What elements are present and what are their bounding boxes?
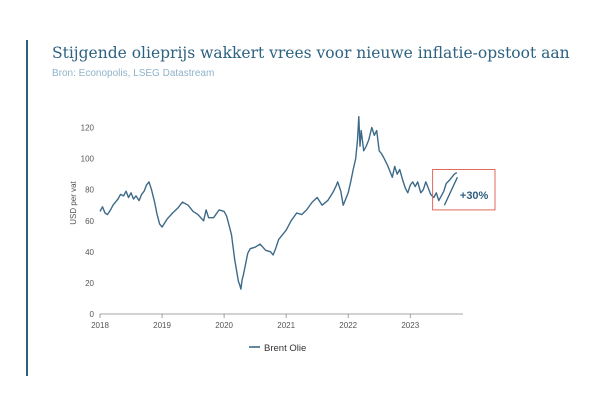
x-axis: 2018 2019 2020 2021 2022 2023 (91, 314, 420, 330)
annotation-box (432, 168, 496, 211)
annotation-trend-line (443, 176, 459, 206)
y-tick-label: 0 (90, 310, 95, 319)
y-tick-label: 60 (85, 217, 94, 226)
x-tick-label: 2018 (91, 321, 109, 330)
y-tick-label: 120 (81, 124, 95, 133)
y-axis-label: USD per vat (69, 180, 78, 224)
legend-label: Brent Olie (264, 343, 306, 354)
y-axis: 0 20 40 60 80 100 120 (81, 124, 95, 319)
y-tick-label: 40 (85, 248, 94, 257)
x-tick-label: 2022 (339, 321, 357, 330)
annotation-label: +30% (460, 190, 489, 202)
x-tick-label: 2020 (215, 321, 233, 330)
x-tick-label: 2023 (401, 321, 419, 330)
y-tick-label: 100 (81, 155, 95, 164)
chart-title: Stijgende olieprijs wakkert vrees voor n… (52, 44, 570, 62)
series-line-brent-olie (99, 116, 458, 290)
y-tick-label: 20 (85, 279, 94, 288)
x-tick-label: 2019 (153, 321, 171, 330)
y-tick-label: 80 (85, 186, 94, 195)
x-tick-label: 2021 (277, 321, 295, 330)
chart-source: Bron: Econopolis, LSEG Datastream (52, 68, 215, 79)
accent-bar (26, 40, 28, 376)
legend: Brent Olie (249, 343, 306, 354)
annotation: +30% (432, 168, 496, 211)
